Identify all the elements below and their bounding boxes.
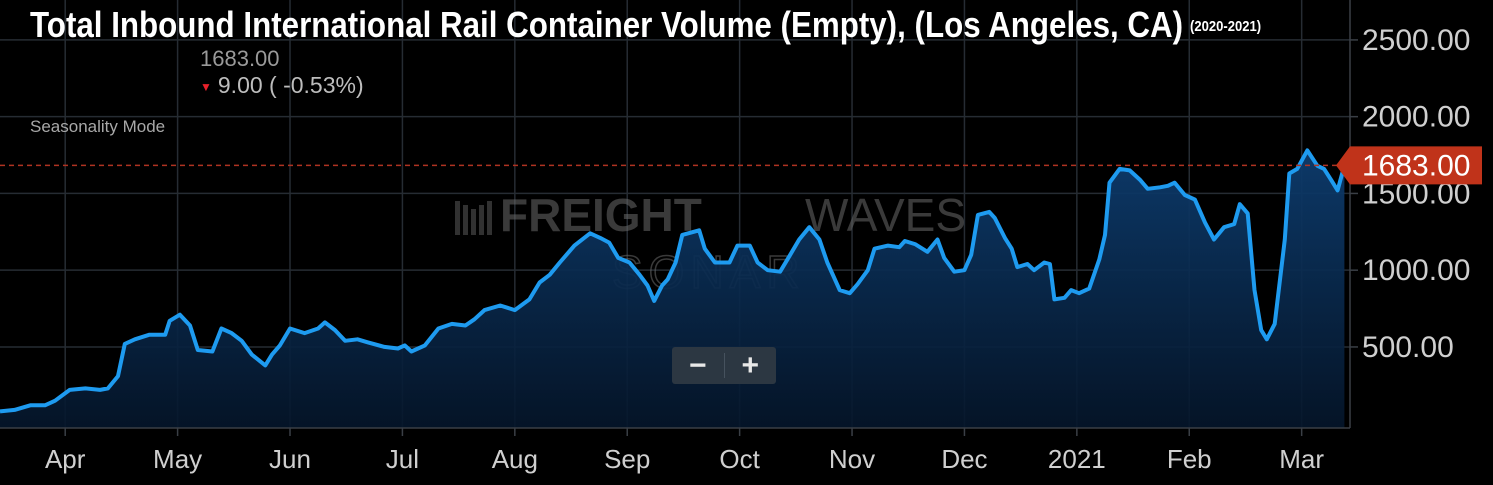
x-tick-label: Dec [941, 444, 987, 474]
y-tick-label: 2000.00 [1362, 101, 1470, 134]
change: 9.00 ( -0.53%) [217, 72, 364, 98]
last-value-label: 1683.00 [1362, 149, 1470, 182]
x-tick-label: Jun [269, 444, 311, 474]
x-tick-label: May [153, 444, 202, 474]
change-block: ▼ 9.00 ( -0.53%) [200, 72, 364, 99]
x-tick-label: Sep [604, 444, 650, 474]
x-tick-label: Nov [829, 444, 875, 474]
data-line [0, 148, 1347, 414]
y-tick-label: 500.00 [1362, 331, 1454, 364]
y-tick-label: 2500.00 [1362, 24, 1470, 57]
header-value: 1683.00 [200, 46, 280, 71]
zoom-out-button[interactable]: − [688, 349, 707, 382]
zoom-controls: − + [672, 347, 776, 384]
x-tick-label: Mar [1279, 444, 1324, 474]
area-fill [0, 150, 1345, 428]
chart-title-block: Total Inbound International Rail Contain… [30, 6, 1335, 46]
mode-label: Seasonality Mode [30, 117, 166, 136]
watermark-logo [455, 201, 492, 235]
separator [723, 353, 725, 378]
x-tick-label: 2021 [1048, 444, 1106, 474]
watermark-brand: WAVES [805, 189, 966, 241]
x-tick-label: Jul [386, 444, 419, 474]
x-tick-label: Aug [492, 444, 538, 474]
period: (2020-2021) [1190, 18, 1262, 36]
zoom-in-button[interactable]: + [741, 349, 760, 382]
x-tick-label: Oct [719, 444, 760, 474]
x-tick-label: Feb [1167, 444, 1212, 474]
x-tick-label: Apr [45, 444, 86, 474]
y-tick-label: 1000.00 [1362, 254, 1470, 287]
down-arrow: ▼ [200, 79, 212, 94]
watermark-brand: FREIGHT [500, 189, 702, 241]
last-value-badge [1336, 146, 1482, 185]
chart-title: Total Inbound International Rail Contain… [30, 4, 1184, 45]
